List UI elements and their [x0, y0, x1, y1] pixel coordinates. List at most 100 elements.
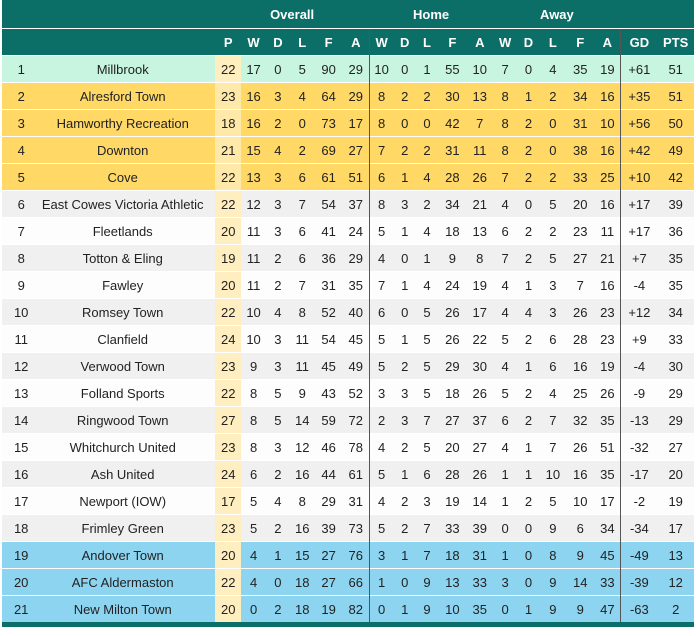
home-group-header: Home [369, 0, 493, 29]
col-home-lost-header[interactable]: L [415, 28, 439, 56]
cell-al: 9 [539, 595, 567, 622]
cell-hf: 18 [438, 541, 467, 569]
team-name-cell[interactable]: Romsey Town [30, 298, 216, 326]
col-home-for-header[interactable]: F [438, 28, 467, 56]
cell-d: 3 [265, 433, 291, 461]
team-name-cell[interactable]: Totton & Eling [30, 244, 216, 272]
cell-hw: 4 [368, 487, 394, 515]
cell-p: 22 [215, 190, 242, 218]
cell-l: 8 [290, 487, 315, 515]
col-away-drawn-header[interactable]: D [517, 28, 540, 56]
table-row: 18 Frimley Green 23 5 2 16 39 73 5 2 7 33 39 0 0 9 6 34 -3… [2, 514, 694, 542]
team-name-cell[interactable]: Hamworthy Recreation [30, 109, 216, 137]
cell-hd: 1 [393, 217, 416, 245]
cell-gd: -4 [620, 352, 658, 380]
header-spacer-right [620, 0, 694, 29]
cell-pos: 15 [2, 433, 31, 461]
team-name-cell[interactable]: Millbrook [30, 55, 216, 83]
cell-f: 46 [314, 433, 343, 461]
cell-ad: 2 [517, 379, 540, 407]
team-name-cell[interactable]: Fawley [30, 271, 216, 299]
cell-hw: 5 [368, 217, 394, 245]
team-name-cell[interactable]: Clanfield [30, 325, 216, 353]
team-name-cell[interactable]: Folland Sports [30, 379, 216, 407]
cell-al: 6 [539, 325, 567, 353]
col-away-for-header[interactable]: F [566, 28, 595, 56]
col-away-lost-header[interactable]: L [539, 28, 567, 56]
cell-hl: 2 [415, 82, 439, 110]
col-played-header[interactable]: P [215, 28, 242, 56]
cell-pos: 18 [2, 514, 31, 542]
cell-pts: 49 [657, 136, 694, 164]
team-name-cell[interactable]: Ringwood Town [30, 406, 216, 434]
cell-l: 7 [290, 271, 315, 299]
cell-aa: 10 [594, 109, 622, 137]
team-name-cell[interactable]: Verwood Town [30, 352, 216, 380]
cell-ad: 1 [517, 433, 540, 461]
cell-ad: 1 [517, 595, 540, 622]
cell-a: 37 [342, 190, 370, 218]
cell-hf: 31 [438, 136, 467, 164]
col-away-against-header[interactable]: A [594, 28, 622, 56]
cell-aw: 0 [492, 595, 518, 622]
cell-ad: 0 [517, 514, 540, 542]
team-name-cell[interactable]: Cove [30, 163, 216, 191]
team-name-cell[interactable]: Andover Town [30, 541, 216, 569]
cell-al: 9 [539, 568, 567, 596]
cell-ha: 26 [466, 379, 493, 407]
team-name-cell[interactable]: Frimley Green [30, 514, 216, 542]
col-pts-header[interactable]: PTS [657, 28, 694, 56]
cell-hl: 5 [415, 433, 439, 461]
cell-f: 41 [314, 217, 343, 245]
col-for-header[interactable]: F [314, 28, 343, 56]
cell-af: 16 [566, 460, 595, 488]
team-name-cell[interactable]: Newport (IOW) [30, 487, 216, 515]
team-name-cell[interactable]: East Cowes Victoria Athletic [30, 190, 216, 218]
col-home-against-header[interactable]: A [466, 28, 493, 56]
team-name-cell[interactable]: Alresford Town [30, 82, 216, 110]
table-row: 15 Whitchurch United 23 8 3 12 46 78 4 2 5 20 27 4 1 7 2… [2, 433, 694, 461]
col-away-won-header[interactable]: W [492, 28, 518, 56]
team-name-cell[interactable]: New Milton Town [30, 595, 216, 622]
col-home-won-header[interactable]: W [368, 28, 394, 56]
cell-a: 35 [342, 271, 370, 299]
cell-hd: 2 [393, 433, 416, 461]
cell-a: 29 [342, 244, 370, 272]
cell-a: 61 [342, 460, 370, 488]
cell-f: 54 [314, 190, 343, 218]
team-name-cell[interactable]: Downton [30, 136, 216, 164]
cell-d: 5 [265, 379, 291, 407]
cell-p: 20 [215, 271, 242, 299]
cell-aw: 3 [492, 568, 518, 596]
cell-ad: 2 [517, 325, 540, 353]
cell-aa: 26 [594, 379, 622, 407]
cell-l: 4 [290, 82, 315, 110]
team-name-cell[interactable]: AFC Aldermaston [30, 568, 216, 596]
cell-l: 0 [290, 109, 315, 137]
team-name-cell[interactable]: Whitchurch United [30, 433, 216, 461]
cell-a: 27 [342, 136, 370, 164]
col-drawn-header[interactable]: D [265, 28, 291, 56]
cell-hf: 10 [438, 595, 467, 622]
cell-pos: 5 [2, 163, 31, 191]
col-against-header[interactable]: A [342, 28, 370, 56]
cell-hw: 8 [368, 109, 394, 137]
table-row: 2 Alresford Town 23 16 3 4 64 29 8 2 2 30 13 8 1 2 34 16 +… [2, 82, 694, 110]
table-row: 12 Verwood Town 23 9 3 11 45 49 5 2 5 29 30 4 1 6 16 19 -4… [2, 352, 694, 380]
cell-hl: 1 [415, 244, 439, 272]
cell-w: 12 [241, 190, 266, 218]
cell-hd: 0 [393, 568, 416, 596]
col-home-drawn-header[interactable]: D [393, 28, 416, 56]
table-row: 14 Ringwood Town 27 8 5 14 59 72 2 3 7 27 37 6 2 7 32 35-… [2, 406, 694, 434]
cell-ad: 0 [517, 190, 540, 218]
col-lost-header[interactable]: L [290, 28, 315, 56]
cell-a: 49 [342, 352, 370, 380]
cell-hf: 26 [438, 298, 467, 326]
cell-d: 3 [265, 352, 291, 380]
col-gd-header[interactable]: GD [620, 28, 658, 56]
cell-gd: -17 [620, 460, 658, 488]
team-name-cell[interactable]: Fleetlands [30, 217, 216, 245]
cell-p: 19 [215, 244, 242, 272]
col-won-header[interactable]: W [241, 28, 266, 56]
team-name-cell[interactable]: Ash United [30, 460, 216, 488]
